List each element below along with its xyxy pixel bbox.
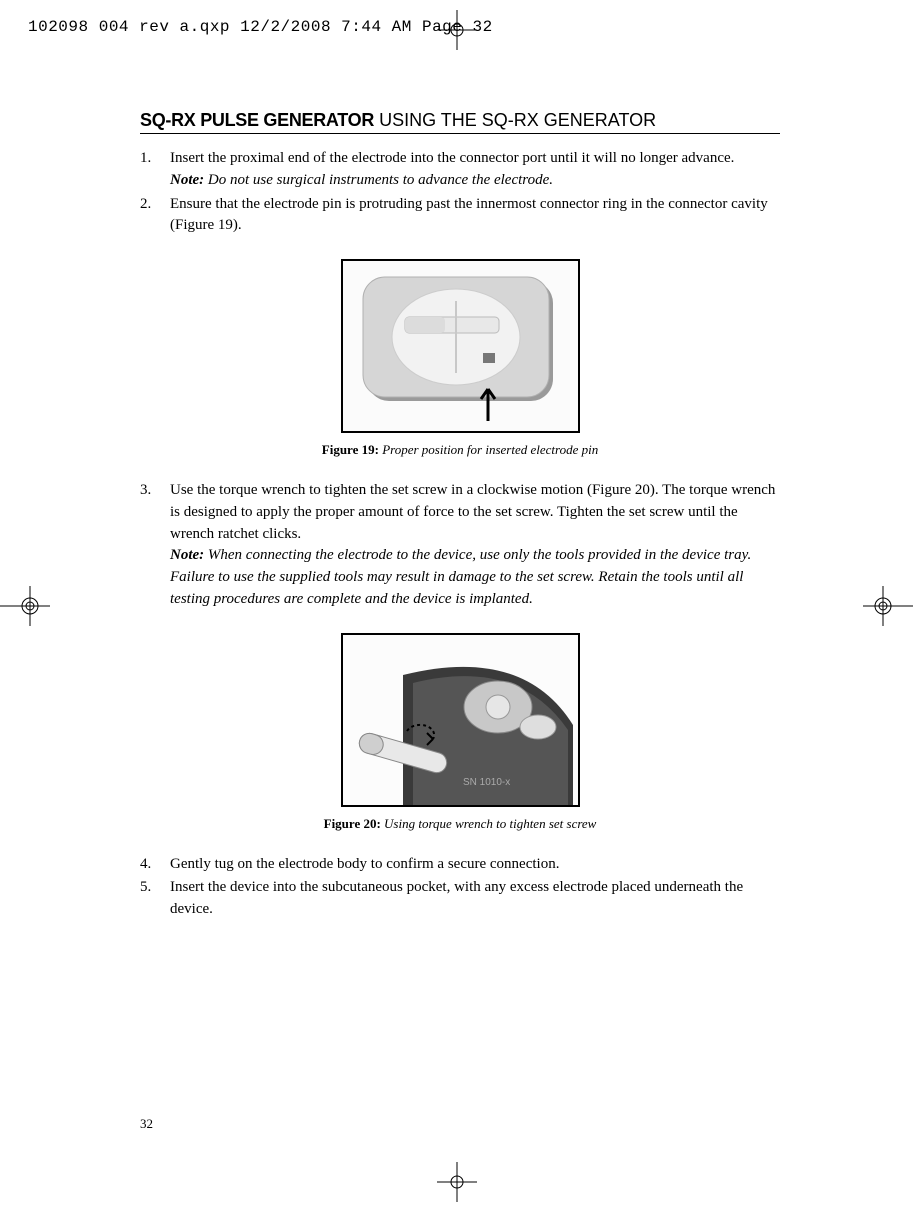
section-title: SQ-RX PULSE GENERATOR USING THE SQ-RX GE… — [140, 110, 780, 134]
crop-mark-right — [863, 581, 913, 631]
crop-mark-left — [0, 581, 50, 631]
step-4: Gently tug on the electrode body to conf… — [140, 854, 780, 876]
note-label: Note: — [170, 172, 204, 188]
step-5: Insert the device into the subcutaneous … — [140, 877, 780, 921]
step-3-text: Use the torque wrench to tighten the set… — [170, 482, 775, 542]
figure-20-caption-text: Using torque wrench to tighten set screw — [381, 816, 597, 831]
figure-19-label: Figure 19: — [322, 442, 379, 457]
note-text: Do not use surgical instruments to advan… — [204, 172, 553, 188]
figure-19-image — [341, 259, 580, 433]
title-rest: USING THE SQ-RX GENERATOR — [374, 110, 656, 130]
step-3-note: Note: When connecting the electrode to t… — [170, 545, 780, 610]
instruction-list-cont: Use the torque wrench to tighten the set… — [140, 480, 780, 611]
step-1-text: Insert the proximal end of the electrode… — [170, 150, 734, 166]
note-label: Note: — [170, 547, 204, 563]
step-2-text: Ensure that the electrode pin is protrud… — [170, 196, 768, 234]
figure-19: Figure 19: Proper position for inserted … — [140, 259, 780, 458]
figure-20-label: Figure 20: — [324, 816, 381, 831]
instruction-list: Insert the proximal end of the electrode… — [140, 148, 780, 237]
file-meta-header: 102098 004 rev a.qxp 12/2/2008 7:44 AM P… — [28, 18, 493, 36]
figure-20-caption: Figure 20: Using torque wrench to tighte… — [140, 816, 780, 832]
figure-20: SN 1010-x Figure 20: Using torque wrench… — [140, 633, 780, 832]
svg-text:SN 1010-x: SN 1010-x — [463, 777, 510, 788]
instruction-list-cont2: Gently tug on the electrode body to conf… — [140, 854, 780, 921]
note-text: When connecting the electrode to the dev… — [170, 547, 751, 607]
page-content: SQ-RX PULSE GENERATOR USING THE SQ-RX GE… — [140, 110, 780, 923]
figure-19-caption-text: Proper position for inserted electrode p… — [379, 442, 598, 457]
page-number: 32 — [140, 1116, 153, 1132]
title-bold: SQ-RX PULSE GENERATOR — [140, 110, 374, 130]
crop-mark-bottom — [437, 1162, 477, 1202]
figure-20-image: SN 1010-x — [341, 633, 580, 807]
step-5-text: Insert the device into the subcutaneous … — [170, 879, 743, 917]
figure-19-caption: Figure 19: Proper position for inserted … — [140, 442, 780, 458]
step-3: Use the torque wrench to tighten the set… — [140, 480, 780, 611]
step-2: Ensure that the electrode pin is protrud… — [140, 194, 780, 238]
step-1-note: Note: Do not use surgical instruments to… — [170, 170, 780, 192]
step-1: Insert the proximal end of the electrode… — [140, 148, 780, 192]
step-4-text: Gently tug on the electrode body to conf… — [170, 856, 559, 872]
